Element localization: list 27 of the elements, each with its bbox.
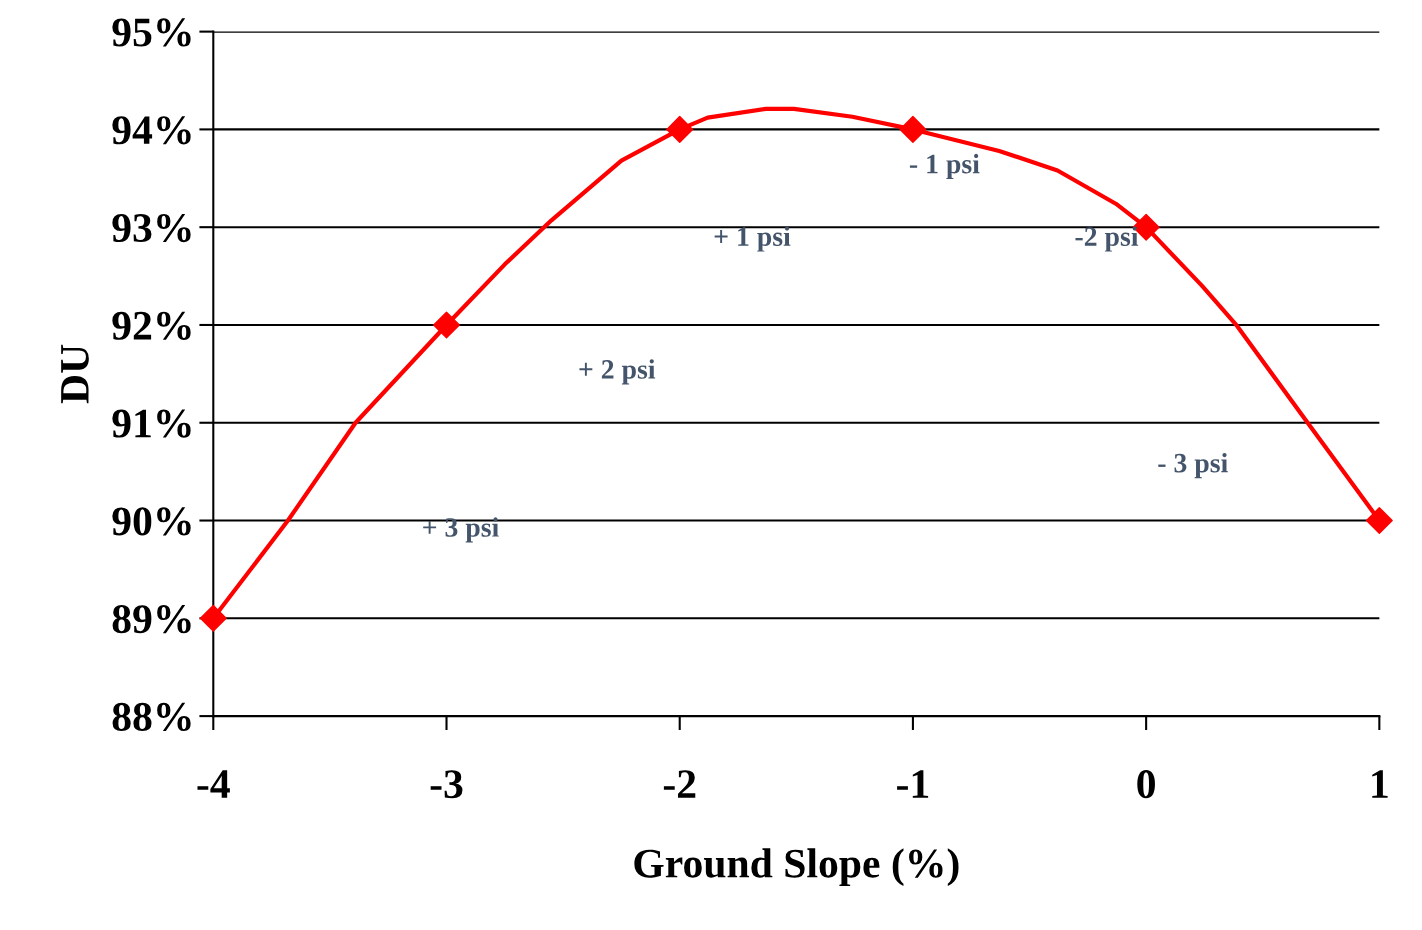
annotation: - 1 psi [909,153,980,180]
y-tick-label: 93% [112,213,191,243]
point [433,311,461,339]
x-tick-label: 0 [1137,770,1155,799]
y-tick-label: 95% [112,18,191,47]
y-tick-label: 92% [112,311,191,340]
point [666,115,694,143]
y-tick-label: 90% [112,507,191,536]
annotation: -2 psi [1075,226,1139,252]
annotation: - 3 psi [1158,452,1228,479]
y-axis-title: DU [61,344,89,404]
y-tick-label: 91% [112,409,191,438]
y-tick-label: 94% [112,116,191,145]
x-tick-label: 1 [1372,770,1388,798]
x-tick-label: -2 [663,770,696,798]
x-tick-label: -1 [897,770,929,798]
point [1365,507,1393,535]
x-tick-label: -3 [430,770,463,799]
y-tick-label: 89% [112,605,191,634]
annotation: + 3 psi [423,517,499,543]
annotation: + 2 psi [579,359,656,385]
point [899,115,927,143]
x-tick-label: -4 [197,770,230,798]
x-axis-title: Ground Slope (%) [634,848,959,887]
annotation: + 1 psi [714,226,791,252]
y-tick-label: 88% [112,702,191,732]
point [199,604,227,632]
